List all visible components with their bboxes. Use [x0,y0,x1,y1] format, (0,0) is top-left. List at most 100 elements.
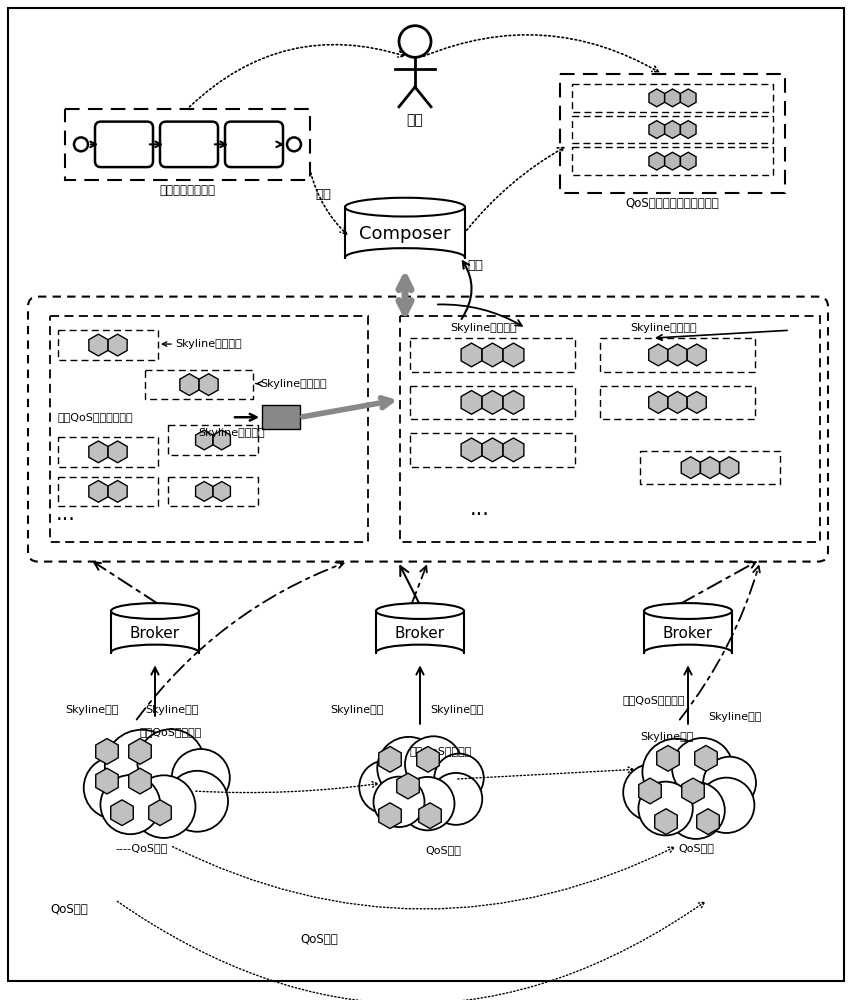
Bar [572,84,773,112]
Polygon shape [657,745,679,771]
Polygon shape [504,438,524,462]
FancyBboxPatch shape [160,122,218,167]
Polygon shape [649,89,665,107]
Polygon shape [108,481,127,502]
Text: Skyline服务: Skyline服务 [640,732,694,742]
Polygon shape [95,768,118,794]
Circle shape [667,782,725,839]
Polygon shape [379,746,401,772]
Text: Skyline服务: Skyline服务 [65,705,118,715]
Polygon shape [461,438,482,462]
Polygon shape [665,152,680,170]
Polygon shape [668,392,687,413]
Polygon shape [665,121,680,138]
Circle shape [105,730,179,803]
Bar [58,437,158,467]
Bar [168,425,258,455]
Polygon shape [504,391,524,414]
Ellipse shape [376,645,464,660]
Ellipse shape [345,198,465,217]
Polygon shape [111,800,133,826]
Bar [410,338,575,372]
Text: Skyline组合服务: Skyline组合服务 [175,339,242,349]
Circle shape [287,137,301,151]
Text: ...: ... [470,499,490,519]
Bar [644,611,732,653]
Circle shape [101,775,160,834]
Text: Skyline组合服务: Skyline组合服务 [198,428,265,438]
Polygon shape [461,391,482,414]
Text: Skyline服务: Skyline服务 [430,705,483,715]
Polygon shape [89,481,108,502]
Text: Skyline服务: Skyline服务 [145,705,199,715]
Text: 具有QoS关联服务: 具有QoS关联服务 [623,695,685,705]
Bar [600,338,755,372]
Bar [345,207,465,258]
Polygon shape [213,482,230,501]
Polygon shape [688,344,706,366]
Polygon shape [180,374,199,395]
Polygon shape [682,457,700,479]
Bar [640,451,780,484]
Ellipse shape [111,603,199,619]
Polygon shape [196,482,213,501]
Polygon shape [108,441,127,463]
Text: 具有QoS关联服务: 具有QoS关联服务 [410,746,472,756]
Text: Skyline组合服务: Skyline组合服务 [260,379,326,389]
Circle shape [672,738,733,798]
Polygon shape [648,344,668,366]
Text: ----QoS关联: ----QoS关联 [115,843,167,853]
Bar [262,405,300,429]
Polygon shape [213,430,230,450]
Text: QoS关联: QoS关联 [425,845,461,855]
Polygon shape [418,803,441,829]
Text: Skyline服务: Skyline服务 [330,705,383,715]
Circle shape [172,749,230,806]
Bar [600,386,755,419]
Bar [145,370,253,399]
Text: QoS关联: QoS关联 [678,843,714,853]
Circle shape [137,729,204,795]
Text: Broker: Broker [130,626,180,641]
Polygon shape [95,739,118,764]
Polygon shape [681,121,696,138]
Polygon shape [648,392,668,413]
Circle shape [83,756,147,819]
Polygon shape [196,430,213,450]
Text: Skyline服务: Skyline服务 [708,712,762,722]
Polygon shape [461,343,482,367]
Bar [572,147,773,175]
Circle shape [699,778,754,833]
Polygon shape [681,152,696,170]
Polygon shape [682,778,705,804]
Ellipse shape [644,645,732,660]
Bar [50,316,368,542]
Bar [572,116,773,143]
Text: 具有QoS关联服务: 具有QoS关联服务 [140,727,203,737]
Polygon shape [108,334,127,356]
Circle shape [373,777,424,827]
Circle shape [74,137,88,151]
Bar [58,477,158,506]
Circle shape [360,760,413,814]
Ellipse shape [376,603,464,619]
Text: 抄象组合服务模型: 抄象组合服务模型 [159,184,216,197]
Text: ...: ... [56,504,76,524]
Text: Broker: Broker [395,626,445,641]
Polygon shape [397,773,419,799]
Ellipse shape [111,645,199,660]
Circle shape [429,773,482,825]
Circle shape [399,26,431,57]
Polygon shape [720,457,739,479]
Polygon shape [654,809,677,834]
Polygon shape [89,334,108,356]
Text: 输入: 输入 [315,188,331,201]
Polygon shape [482,438,503,462]
Polygon shape [649,121,665,138]
Polygon shape [149,800,171,826]
Polygon shape [665,89,680,107]
Polygon shape [89,441,108,463]
Polygon shape [681,89,696,107]
Bar [58,330,158,360]
Text: Composer: Composer [360,225,451,243]
